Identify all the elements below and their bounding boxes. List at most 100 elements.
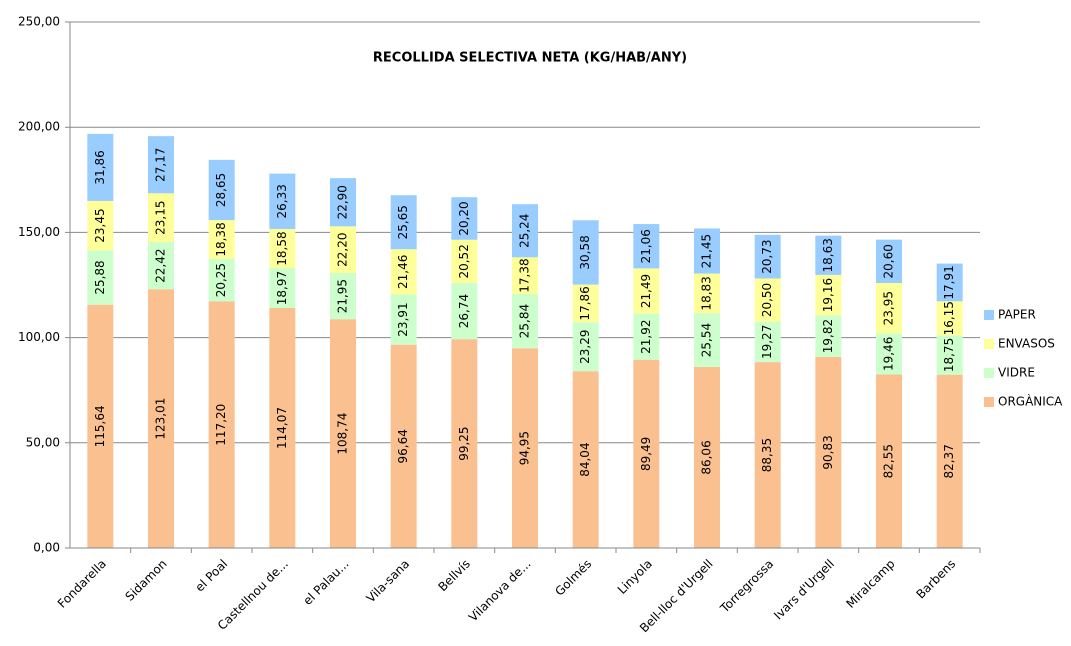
- bar-segment: [633, 224, 660, 269]
- data-label: 90,83: [821, 435, 835, 469]
- data-label: 89,49: [639, 437, 653, 471]
- data-label: 84,04: [578, 442, 592, 476]
- x-tick-label: Miralcamp: [843, 557, 897, 611]
- bar-segment: [208, 258, 235, 302]
- legend-label: ORGÀNICA: [998, 394, 1063, 409]
- bar-segment: [694, 366, 720, 548]
- x-tick-label: Bellvís: [435, 557, 472, 594]
- chart-title: RECOLLIDA SELECTIVA NETA (KG/HAB/ANY): [373, 51, 687, 66]
- bar-segment: [815, 356, 842, 548]
- data-label: 25,88: [93, 260, 107, 294]
- bar-segment: [330, 319, 356, 548]
- legend-label: VIDRE: [998, 366, 1035, 380]
- bar-segment: [876, 239, 902, 283]
- bar-segment: [148, 193, 174, 243]
- data-label: 115,64: [93, 405, 107, 447]
- data-label: 114,07: [275, 407, 289, 449]
- bar-segment: [451, 282, 478, 340]
- data-label: 18,75: [942, 338, 956, 372]
- bar-segment: [572, 284, 599, 323]
- data-label: 23,95: [882, 291, 896, 325]
- x-tick-label: Torregrossa: [717, 557, 776, 616]
- x-tick-label: Ivars d'Urgell: [771, 557, 837, 623]
- legend-swatch: [984, 368, 994, 378]
- data-label: 19,27: [760, 325, 774, 359]
- bar-segment: [512, 204, 538, 258]
- x-tick-label: Fondarella: [55, 557, 109, 611]
- data-label: 25,24: [518, 214, 532, 248]
- bar-segment: [87, 133, 114, 201]
- bar-segment: [633, 313, 660, 360]
- legend-swatch: [984, 397, 994, 407]
- bar-segment: [451, 339, 478, 548]
- data-label: 18,38: [214, 222, 228, 256]
- bar-segment: [451, 239, 478, 283]
- bar-segment: [936, 374, 963, 548]
- bar-segment: [512, 257, 538, 294]
- data-label: 22,20: [336, 232, 350, 266]
- bar-segment: [330, 226, 356, 274]
- bar-segment: [633, 268, 660, 314]
- bar-segment: [876, 333, 902, 375]
- data-label: 82,37: [942, 444, 956, 478]
- data-label: 20,50: [760, 283, 774, 317]
- bar-segment: [815, 235, 842, 275]
- bar-segment: [208, 159, 235, 221]
- x-tick-label: el Palau...: [300, 557, 351, 608]
- data-label: 20,25: [214, 263, 228, 297]
- y-tick-label: 100,00: [18, 330, 60, 344]
- bar-segment: [936, 263, 963, 302]
- data-label: 25,84: [518, 304, 532, 338]
- data-label: 17,86: [578, 286, 592, 320]
- bar-segment: [876, 374, 902, 548]
- data-label: 18,83: [700, 276, 714, 310]
- data-label: 19,46: [882, 337, 896, 371]
- data-label: 20,60: [882, 244, 896, 278]
- bar-segment: [572, 371, 599, 548]
- data-label: 88,35: [760, 438, 774, 472]
- bar-segment: [269, 268, 296, 308]
- data-label: 21,49: [639, 274, 653, 308]
- data-label: 86,06: [700, 440, 714, 474]
- bar-segment: [390, 344, 417, 548]
- data-label: 21,46: [396, 255, 410, 289]
- data-label: 30,58: [578, 235, 592, 269]
- bar-segment: [694, 273, 720, 314]
- data-label: 21,92: [639, 319, 653, 353]
- bar-segment: [269, 228, 296, 269]
- x-tick-label: Sidamon: [123, 557, 170, 604]
- data-label: 21,06: [639, 229, 653, 263]
- bar-segment: [815, 315, 842, 357]
- bar-segment: [330, 273, 356, 320]
- data-label: 27,17: [154, 148, 168, 182]
- bar-segment: [694, 228, 720, 274]
- bar-segment: [754, 362, 781, 548]
- bar-segment: [512, 348, 538, 548]
- data-label: 16,15: [942, 301, 956, 335]
- y-tick-label: 50,00: [26, 435, 60, 449]
- bar-segment: [148, 289, 174, 548]
- data-label: 94,95: [518, 431, 532, 465]
- legend-swatch: [984, 339, 994, 349]
- data-label: 26,33: [275, 184, 289, 218]
- bar-segment: [694, 313, 720, 367]
- legend-label: PAPER: [998, 308, 1036, 322]
- x-tick-label: Vila-sana: [364, 557, 413, 606]
- data-label: 19,82: [821, 319, 835, 353]
- data-label: 28,65: [214, 173, 228, 207]
- bar-segment: [876, 282, 902, 334]
- bar-segment: [269, 307, 296, 548]
- bar-segment: [269, 173, 296, 229]
- data-label: 23,91: [396, 302, 410, 336]
- bar-segment: [572, 220, 599, 285]
- data-label: 123,01: [154, 398, 168, 440]
- bar-segment: [512, 293, 538, 349]
- data-label: 82,55: [882, 444, 896, 478]
- bar-segment: [330, 178, 356, 227]
- bar-segment: [87, 304, 114, 548]
- data-label: 22,42: [154, 248, 168, 282]
- data-label: 18,58: [275, 231, 289, 265]
- x-tick-label: Vilanova de...: [466, 557, 534, 625]
- bar-segment: [754, 234, 781, 279]
